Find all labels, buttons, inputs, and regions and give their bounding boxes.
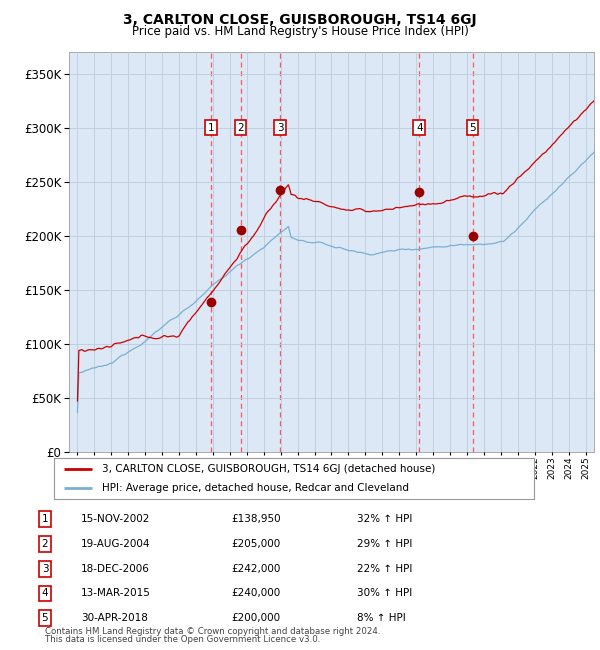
Text: £242,000: £242,000 xyxy=(231,564,280,574)
Text: 19-AUG-2004: 19-AUG-2004 xyxy=(81,539,151,549)
Text: £240,000: £240,000 xyxy=(231,588,280,599)
Text: 22% ↑ HPI: 22% ↑ HPI xyxy=(357,564,412,574)
Text: This data is licensed under the Open Government Licence v3.0.: This data is licensed under the Open Gov… xyxy=(45,635,320,644)
Text: 8% ↑ HPI: 8% ↑ HPI xyxy=(357,613,406,623)
Text: 29% ↑ HPI: 29% ↑ HPI xyxy=(357,539,412,549)
Text: Price paid vs. HM Land Registry's House Price Index (HPI): Price paid vs. HM Land Registry's House … xyxy=(131,25,469,38)
Text: 3: 3 xyxy=(41,564,49,574)
Text: £138,950: £138,950 xyxy=(231,514,281,525)
Text: 15-NOV-2002: 15-NOV-2002 xyxy=(81,514,151,525)
Text: 3, CARLTON CLOSE, GUISBOROUGH, TS14 6GJ (detached house): 3, CARLTON CLOSE, GUISBOROUGH, TS14 6GJ … xyxy=(102,464,436,474)
Text: 13-MAR-2015: 13-MAR-2015 xyxy=(81,588,151,599)
Text: 30% ↑ HPI: 30% ↑ HPI xyxy=(357,588,412,599)
Text: 18-DEC-2006: 18-DEC-2006 xyxy=(81,564,150,574)
Text: 3, CARLTON CLOSE, GUISBOROUGH, TS14 6GJ: 3, CARLTON CLOSE, GUISBOROUGH, TS14 6GJ xyxy=(123,13,477,27)
Text: 32% ↑ HPI: 32% ↑ HPI xyxy=(357,514,412,525)
Text: 2: 2 xyxy=(41,539,49,549)
Text: 1: 1 xyxy=(208,123,214,133)
Text: Contains HM Land Registry data © Crown copyright and database right 2024.: Contains HM Land Registry data © Crown c… xyxy=(45,627,380,636)
Text: 3: 3 xyxy=(277,123,283,133)
Text: 1: 1 xyxy=(41,514,49,525)
Text: 2: 2 xyxy=(237,123,244,133)
Text: 5: 5 xyxy=(41,613,49,623)
Text: 4: 4 xyxy=(416,123,423,133)
Text: £205,000: £205,000 xyxy=(231,539,280,549)
Text: £200,000: £200,000 xyxy=(231,613,280,623)
Text: 4: 4 xyxy=(41,588,49,599)
Text: HPI: Average price, detached house, Redcar and Cleveland: HPI: Average price, detached house, Redc… xyxy=(102,483,409,493)
Text: 5: 5 xyxy=(469,123,476,133)
Text: 30-APR-2018: 30-APR-2018 xyxy=(81,613,148,623)
